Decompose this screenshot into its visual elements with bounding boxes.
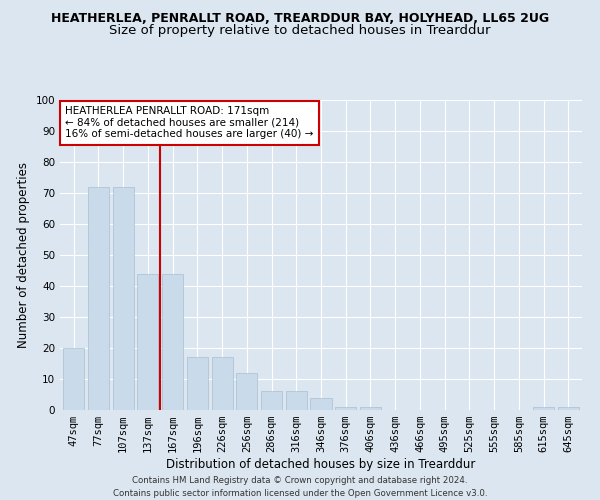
- Bar: [212, 358, 233, 410]
- Bar: [113, 187, 134, 410]
- Text: HEATHERLEA, PENRALLT ROAD, TREARDDUR BAY, HOLYHEAD, LL65 2UG: HEATHERLEA, PENRALLT ROAD, TREARDDUR BAY…: [51, 12, 549, 26]
- Text: Contains HM Land Registry data © Crown copyright and database right 2024.
Contai: Contains HM Land Registry data © Crown c…: [113, 476, 487, 498]
- Bar: [335, 407, 356, 410]
- Bar: [88, 187, 109, 410]
- Bar: [558, 407, 579, 410]
- Bar: [360, 407, 381, 410]
- Bar: [286, 392, 307, 410]
- Bar: [162, 274, 183, 410]
- Bar: [137, 274, 158, 410]
- Bar: [187, 358, 208, 410]
- Bar: [261, 392, 282, 410]
- Y-axis label: Number of detached properties: Number of detached properties: [17, 162, 30, 348]
- Text: Size of property relative to detached houses in Trearddur: Size of property relative to detached ho…: [109, 24, 491, 37]
- Text: HEATHERLEA PENRALLT ROAD: 171sqm
← 84% of detached houses are smaller (214)
16% : HEATHERLEA PENRALLT ROAD: 171sqm ← 84% o…: [65, 106, 314, 140]
- Bar: [63, 348, 84, 410]
- Bar: [310, 398, 332, 410]
- X-axis label: Distribution of detached houses by size in Trearddur: Distribution of detached houses by size …: [166, 458, 476, 471]
- Bar: [533, 407, 554, 410]
- Bar: [236, 373, 257, 410]
